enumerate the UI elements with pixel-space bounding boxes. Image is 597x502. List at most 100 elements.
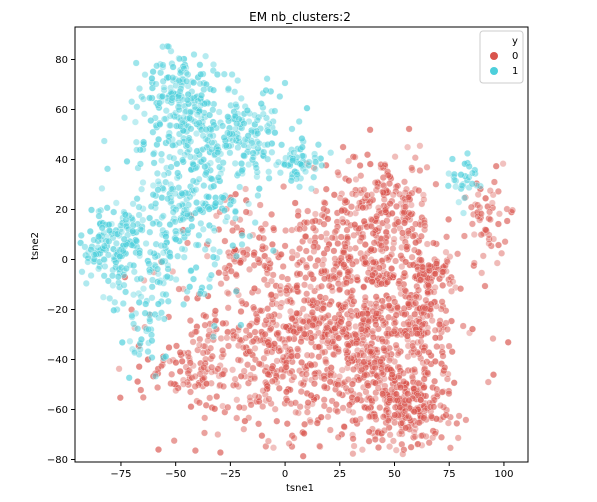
data-point	[294, 345, 302, 353]
data-point	[296, 225, 304, 233]
data-point	[486, 216, 494, 224]
legend-marker-1	[490, 67, 498, 75]
data-point	[247, 401, 255, 409]
data-point	[189, 338, 197, 346]
legend-label-0: 0	[512, 51, 518, 62]
data-point	[297, 338, 305, 346]
data-point	[374, 384, 382, 392]
data-point	[215, 225, 223, 234]
data-point	[278, 299, 286, 307]
data-point	[240, 367, 248, 375]
data-point	[364, 382, 372, 390]
data-point	[300, 281, 309, 289]
data-point	[229, 242, 237, 250]
data-point	[358, 366, 366, 374]
data-point	[390, 239, 398, 247]
data-point	[488, 199, 496, 207]
data-point	[282, 363, 290, 371]
data-point	[232, 100, 240, 109]
data-point	[164, 265, 172, 273]
data-point	[184, 96, 192, 104]
data-point	[115, 365, 123, 373]
data-point	[431, 357, 439, 365]
data-point	[415, 419, 423, 427]
data-point	[415, 186, 423, 195]
data-point	[389, 191, 397, 199]
data-point	[165, 137, 173, 145]
data-point	[326, 300, 334, 308]
data-point	[327, 371, 335, 379]
data-point	[414, 248, 422, 256]
data-point	[149, 128, 157, 136]
data-point	[293, 283, 301, 291]
data-point	[158, 258, 166, 266]
data-point	[359, 310, 367, 318]
data-point	[224, 290, 233, 298]
data-point	[103, 165, 112, 173]
data-point	[251, 328, 259, 336]
data-point	[450, 176, 459, 184]
data-point	[441, 363, 449, 372]
data-point	[370, 239, 378, 247]
data-point	[254, 129, 262, 137]
data-point	[340, 422, 348, 431]
data-point	[165, 43, 173, 51]
data-point	[112, 239, 120, 247]
data-point	[334, 347, 343, 356]
data-point	[238, 231, 246, 239]
data-point	[98, 184, 106, 192]
data-point	[179, 62, 187, 71]
data-point	[343, 239, 351, 247]
data-point	[350, 231, 358, 239]
data-point	[401, 407, 409, 415]
data-point	[288, 443, 296, 451]
data-point	[356, 161, 364, 170]
data-point	[139, 178, 147, 187]
data-point	[362, 258, 370, 266]
y-tick-label: 80	[55, 55, 68, 66]
data-point	[400, 219, 409, 227]
data-point	[380, 195, 388, 204]
data-point	[84, 258, 92, 266]
data-point	[315, 343, 323, 351]
data-point	[149, 191, 157, 199]
series-0	[115, 125, 517, 460]
data-point	[252, 164, 260, 172]
data-point	[268, 148, 276, 156]
data-point	[443, 233, 451, 241]
data-point	[293, 352, 301, 360]
data-point	[215, 269, 223, 277]
data-point	[386, 200, 394, 208]
data-point	[404, 193, 412, 201]
data-point	[268, 312, 276, 320]
data-point	[210, 322, 218, 330]
data-point	[238, 167, 246, 175]
data-point	[465, 173, 473, 181]
data-point	[349, 435, 357, 443]
data-point	[369, 271, 377, 279]
data-point	[289, 156, 297, 165]
data-point	[412, 220, 420, 228]
data-point	[359, 336, 368, 344]
data-point	[346, 401, 354, 409]
data-point	[403, 332, 411, 340]
data-point	[277, 250, 285, 258]
data-point	[311, 370, 319, 378]
data-point	[364, 405, 372, 413]
data-point	[317, 282, 326, 290]
data-point	[236, 356, 245, 364]
data-point	[379, 337, 387, 345]
data-point	[219, 347, 227, 355]
data-point	[104, 251, 112, 259]
data-point	[222, 274, 231, 282]
chart-title: EM nb_clusters:2	[249, 10, 351, 24]
data-point	[479, 252, 487, 260]
data-point	[342, 279, 351, 287]
data-point	[160, 171, 168, 179]
data-point	[137, 335, 145, 343]
data-point	[152, 372, 160, 380]
data-point	[392, 202, 401, 210]
data-point	[399, 369, 407, 377]
data-point	[281, 161, 289, 169]
data-point	[279, 262, 287, 271]
